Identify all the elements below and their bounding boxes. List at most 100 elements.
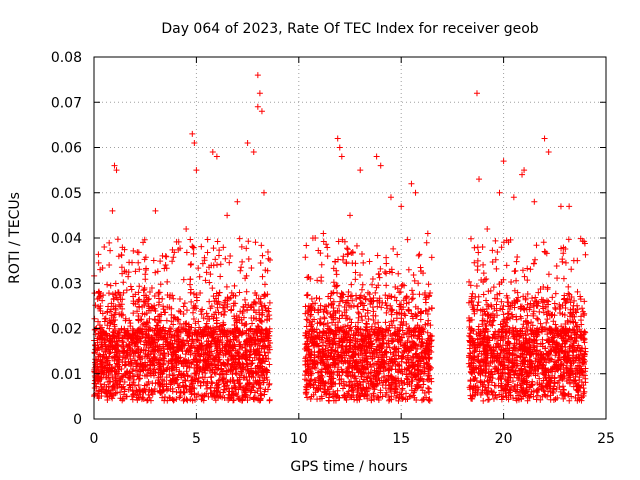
data-point <box>364 307 371 314</box>
data-point <box>168 357 175 364</box>
data-point <box>374 358 381 365</box>
data-point <box>524 312 531 319</box>
data-point <box>204 356 211 363</box>
data-point <box>369 350 376 357</box>
data-point <box>259 252 266 259</box>
data-point <box>352 269 359 276</box>
data-point <box>417 316 424 323</box>
data-point <box>189 243 196 250</box>
data-point <box>217 273 224 280</box>
data-point <box>163 387 170 394</box>
data-point <box>317 302 324 309</box>
data-point <box>150 353 157 360</box>
data-point <box>375 282 382 289</box>
data-point <box>266 380 273 387</box>
data-point <box>388 318 395 325</box>
data-point <box>222 255 229 262</box>
data-point <box>168 311 175 318</box>
data-point <box>140 320 147 327</box>
data-point <box>209 285 216 292</box>
data-point <box>157 281 164 288</box>
data-point <box>328 383 335 390</box>
data-point <box>107 282 114 289</box>
data-point <box>220 311 227 318</box>
data-point <box>357 294 364 301</box>
data-point <box>490 317 497 324</box>
data-point <box>261 291 268 298</box>
data-point <box>360 393 367 400</box>
data-point <box>125 331 132 338</box>
data-point <box>92 342 99 349</box>
data-point <box>330 375 337 382</box>
data-point <box>239 308 246 315</box>
data-point <box>225 348 232 355</box>
data-point <box>348 304 355 311</box>
data-point <box>150 257 157 264</box>
data-point <box>351 373 358 380</box>
data-point <box>517 382 524 389</box>
data-point <box>346 379 353 386</box>
data-point <box>550 318 557 325</box>
data-point <box>316 319 323 326</box>
data-point <box>250 149 257 156</box>
data-point <box>397 391 404 398</box>
data-point <box>106 350 113 357</box>
data-point <box>232 300 239 307</box>
data-point <box>138 333 145 340</box>
data-point <box>166 371 173 378</box>
data-point <box>112 280 119 287</box>
data-point <box>411 394 418 401</box>
data-point <box>377 265 384 272</box>
data-point <box>383 282 390 289</box>
data-point <box>399 281 406 288</box>
data-point <box>104 322 111 329</box>
data-point <box>192 370 199 377</box>
data-point <box>125 273 132 280</box>
data-point <box>236 235 243 242</box>
data-point <box>366 328 373 335</box>
data-point <box>384 305 391 312</box>
data-point <box>359 317 366 324</box>
data-point <box>191 139 198 146</box>
data-point <box>427 332 434 339</box>
data-point <box>361 302 368 309</box>
data-point <box>118 325 125 332</box>
data-point <box>342 345 349 352</box>
data-point <box>196 273 203 280</box>
data-point <box>224 368 231 375</box>
data-point <box>321 303 328 310</box>
data-point <box>236 289 243 296</box>
data-point <box>410 354 417 361</box>
data-point <box>108 300 115 307</box>
data-point <box>567 299 574 306</box>
data-point <box>320 308 327 315</box>
data-point <box>339 354 346 361</box>
data-point <box>159 376 166 383</box>
data-point <box>137 366 144 373</box>
data-point <box>102 330 109 337</box>
data-point <box>510 194 517 201</box>
data-point <box>179 379 186 386</box>
data-point <box>484 225 491 232</box>
data-point <box>212 342 219 349</box>
data-point <box>97 364 104 371</box>
data-point <box>264 367 271 374</box>
data-point <box>123 287 130 294</box>
data-point <box>106 325 113 332</box>
data-point <box>393 315 400 322</box>
data-point <box>91 391 98 398</box>
data-point <box>190 305 197 312</box>
data-point <box>172 376 179 383</box>
data-point <box>362 340 369 347</box>
data-point <box>157 352 164 359</box>
data-point <box>231 313 238 320</box>
data-point <box>129 335 136 342</box>
data-points <box>91 72 589 404</box>
data-point <box>255 372 262 379</box>
data-point <box>140 387 147 394</box>
data-point <box>212 370 219 377</box>
data-point <box>147 372 154 379</box>
data-point <box>260 368 267 375</box>
data-point <box>397 289 404 295</box>
data-point <box>145 391 152 398</box>
